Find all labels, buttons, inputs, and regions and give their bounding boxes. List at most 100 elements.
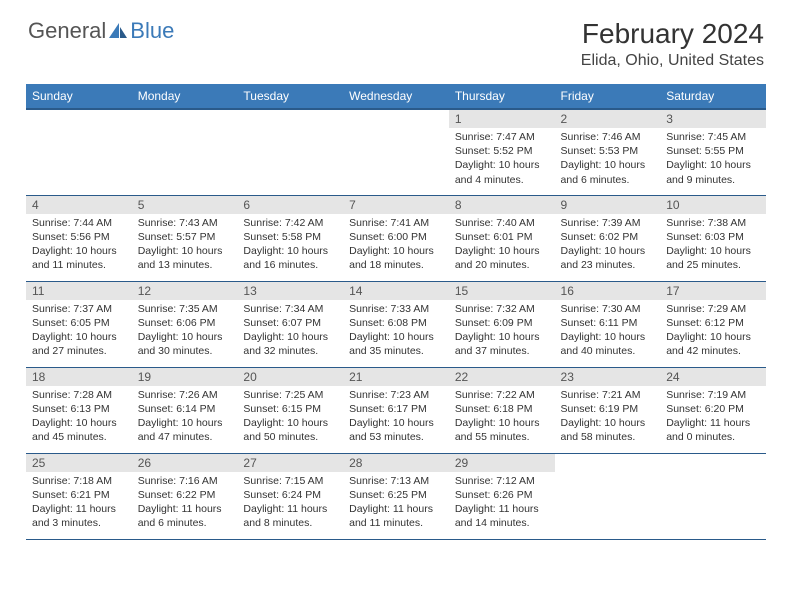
day-number: 24 <box>660 368 766 386</box>
calendar-cell-empty <box>660 453 766 539</box>
day-data: Sunrise: 7:35 AMSunset: 6:06 PMDaylight:… <box>132 300 238 363</box>
calendar-cell: 24Sunrise: 7:19 AMSunset: 6:20 PMDayligh… <box>660 367 766 453</box>
calendar-cell: 22Sunrise: 7:22 AMSunset: 6:18 PMDayligh… <box>449 367 555 453</box>
day-number: 26 <box>132 454 238 472</box>
calendar-cell: 13Sunrise: 7:34 AMSunset: 6:07 PMDayligh… <box>237 281 343 367</box>
calendar-cell: 5Sunrise: 7:43 AMSunset: 5:57 PMDaylight… <box>132 195 238 281</box>
day-data: Sunrise: 7:23 AMSunset: 6:17 PMDaylight:… <box>343 386 449 449</box>
day-number: 5 <box>132 196 238 214</box>
calendar-cell: 4Sunrise: 7:44 AMSunset: 5:56 PMDaylight… <box>26 195 132 281</box>
day-data: Sunrise: 7:21 AMSunset: 6:19 PMDaylight:… <box>555 386 661 449</box>
calendar-cell: 28Sunrise: 7:13 AMSunset: 6:25 PMDayligh… <box>343 453 449 539</box>
calendar-cell: 15Sunrise: 7:32 AMSunset: 6:09 PMDayligh… <box>449 281 555 367</box>
calendar-cell: 9Sunrise: 7:39 AMSunset: 6:02 PMDaylight… <box>555 195 661 281</box>
day-data: Sunrise: 7:13 AMSunset: 6:25 PMDaylight:… <box>343 472 449 535</box>
day-number: 11 <box>26 282 132 300</box>
weekday-header: Thursday <box>449 84 555 109</box>
calendar-cell: 3Sunrise: 7:45 AMSunset: 5:55 PMDaylight… <box>660 109 766 195</box>
logo-text-general: General <box>28 18 106 44</box>
day-number: 7 <box>343 196 449 214</box>
calendar-cell-empty <box>132 109 238 195</box>
day-data: Sunrise: 7:42 AMSunset: 5:58 PMDaylight:… <box>237 214 343 277</box>
day-number: 1 <box>449 110 555 128</box>
day-number: 3 <box>660 110 766 128</box>
calendar-cell-empty <box>26 109 132 195</box>
calendar-body: 1Sunrise: 7:47 AMSunset: 5:52 PMDaylight… <box>26 109 766 539</box>
calendar-header: SundayMondayTuesdayWednesdayThursdayFrid… <box>26 84 766 109</box>
weekday-header: Sunday <box>26 84 132 109</box>
day-number: 8 <box>449 196 555 214</box>
day-number: 18 <box>26 368 132 386</box>
calendar-row: 18Sunrise: 7:28 AMSunset: 6:13 PMDayligh… <box>26 367 766 453</box>
calendar-row: 25Sunrise: 7:18 AMSunset: 6:21 PMDayligh… <box>26 453 766 539</box>
day-data: Sunrise: 7:41 AMSunset: 6:00 PMDaylight:… <box>343 214 449 277</box>
day-number: 6 <box>237 196 343 214</box>
calendar-cell: 27Sunrise: 7:15 AMSunset: 6:24 PMDayligh… <box>237 453 343 539</box>
calendar-cell: 2Sunrise: 7:46 AMSunset: 5:53 PMDaylight… <box>555 109 661 195</box>
day-number: 12 <box>132 282 238 300</box>
day-data: Sunrise: 7:26 AMSunset: 6:14 PMDaylight:… <box>132 386 238 449</box>
day-data: Sunrise: 7:34 AMSunset: 6:07 PMDaylight:… <box>237 300 343 363</box>
day-data: Sunrise: 7:12 AMSunset: 6:26 PMDaylight:… <box>449 472 555 535</box>
logo-text-blue: Blue <box>130 18 174 44</box>
calendar-cell: 12Sunrise: 7:35 AMSunset: 6:06 PMDayligh… <box>132 281 238 367</box>
day-number: 17 <box>660 282 766 300</box>
weekday-header: Saturday <box>660 84 766 109</box>
weekday-header: Monday <box>132 84 238 109</box>
calendar-cell: 18Sunrise: 7:28 AMSunset: 6:13 PMDayligh… <box>26 367 132 453</box>
sail-icon <box>108 22 128 40</box>
calendar-cell: 11Sunrise: 7:37 AMSunset: 6:05 PMDayligh… <box>26 281 132 367</box>
day-number: 14 <box>343 282 449 300</box>
day-data: Sunrise: 7:28 AMSunset: 6:13 PMDaylight:… <box>26 386 132 449</box>
day-data: Sunrise: 7:40 AMSunset: 6:01 PMDaylight:… <box>449 214 555 277</box>
calendar-row: 4Sunrise: 7:44 AMSunset: 5:56 PMDaylight… <box>26 195 766 281</box>
day-data: Sunrise: 7:22 AMSunset: 6:18 PMDaylight:… <box>449 386 555 449</box>
day-number: 28 <box>343 454 449 472</box>
day-data: Sunrise: 7:43 AMSunset: 5:57 PMDaylight:… <box>132 214 238 277</box>
day-data: Sunrise: 7:33 AMSunset: 6:08 PMDaylight:… <box>343 300 449 363</box>
day-data: Sunrise: 7:47 AMSunset: 5:52 PMDaylight:… <box>449 128 555 191</box>
day-number: 16 <box>555 282 661 300</box>
day-number: 13 <box>237 282 343 300</box>
day-data: Sunrise: 7:16 AMSunset: 6:22 PMDaylight:… <box>132 472 238 535</box>
calendar-cell: 10Sunrise: 7:38 AMSunset: 6:03 PMDayligh… <box>660 195 766 281</box>
weekday-header: Tuesday <box>237 84 343 109</box>
day-data: Sunrise: 7:37 AMSunset: 6:05 PMDaylight:… <box>26 300 132 363</box>
weekday-header: Friday <box>555 84 661 109</box>
page-title: February 2024 <box>581 18 764 50</box>
calendar-row: 11Sunrise: 7:37 AMSunset: 6:05 PMDayligh… <box>26 281 766 367</box>
calendar-cell: 23Sunrise: 7:21 AMSunset: 6:19 PMDayligh… <box>555 367 661 453</box>
day-number: 21 <box>343 368 449 386</box>
calendar-cell-empty <box>237 109 343 195</box>
day-number: 22 <box>449 368 555 386</box>
calendar-cell: 1Sunrise: 7:47 AMSunset: 5:52 PMDaylight… <box>449 109 555 195</box>
day-data: Sunrise: 7:15 AMSunset: 6:24 PMDaylight:… <box>237 472 343 535</box>
calendar-cell: 25Sunrise: 7:18 AMSunset: 6:21 PMDayligh… <box>26 453 132 539</box>
logo: General Blue <box>28 18 174 44</box>
day-number: 10 <box>660 196 766 214</box>
day-number: 29 <box>449 454 555 472</box>
calendar-cell: 20Sunrise: 7:25 AMSunset: 6:15 PMDayligh… <box>237 367 343 453</box>
day-data: Sunrise: 7:39 AMSunset: 6:02 PMDaylight:… <box>555 214 661 277</box>
day-data: Sunrise: 7:25 AMSunset: 6:15 PMDaylight:… <box>237 386 343 449</box>
calendar-cell: 21Sunrise: 7:23 AMSunset: 6:17 PMDayligh… <box>343 367 449 453</box>
calendar-table: SundayMondayTuesdayWednesdayThursdayFrid… <box>26 84 766 540</box>
calendar-cell-empty <box>343 109 449 195</box>
day-number: 4 <box>26 196 132 214</box>
day-number: 27 <box>237 454 343 472</box>
location: Elida, Ohio, United States <box>581 52 764 70</box>
calendar-cell: 14Sunrise: 7:33 AMSunset: 6:08 PMDayligh… <box>343 281 449 367</box>
calendar-cell: 17Sunrise: 7:29 AMSunset: 6:12 PMDayligh… <box>660 281 766 367</box>
day-data: Sunrise: 7:19 AMSunset: 6:20 PMDaylight:… <box>660 386 766 449</box>
day-data: Sunrise: 7:29 AMSunset: 6:12 PMDaylight:… <box>660 300 766 363</box>
day-data: Sunrise: 7:46 AMSunset: 5:53 PMDaylight:… <box>555 128 661 191</box>
calendar-row: 1Sunrise: 7:47 AMSunset: 5:52 PMDaylight… <box>26 109 766 195</box>
calendar-cell-empty <box>555 453 661 539</box>
weekday-header: Wednesday <box>343 84 449 109</box>
day-number: 9 <box>555 196 661 214</box>
calendar-cell: 26Sunrise: 7:16 AMSunset: 6:22 PMDayligh… <box>132 453 238 539</box>
day-number: 20 <box>237 368 343 386</box>
day-number: 2 <box>555 110 661 128</box>
day-data: Sunrise: 7:45 AMSunset: 5:55 PMDaylight:… <box>660 128 766 191</box>
calendar-cell: 8Sunrise: 7:40 AMSunset: 6:01 PMDaylight… <box>449 195 555 281</box>
